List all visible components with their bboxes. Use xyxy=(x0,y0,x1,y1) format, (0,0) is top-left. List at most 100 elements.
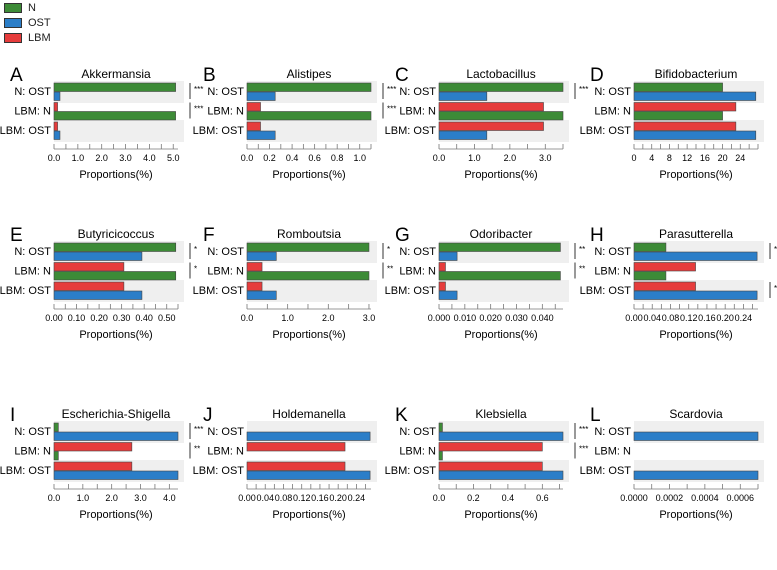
x-axis-label: Proportions(%) xyxy=(659,509,732,521)
x-tick-label: 0.00 xyxy=(625,313,643,323)
bar-ost xyxy=(53,251,143,261)
panel-letter: E xyxy=(10,225,23,246)
x-tick-label: 0.04 xyxy=(256,493,274,503)
group-label: LBM: N xyxy=(207,446,244,458)
bar-n xyxy=(53,82,176,92)
bar-ost xyxy=(53,470,179,480)
bar-lbm xyxy=(246,442,346,452)
x-tick-label: 3.0 xyxy=(134,493,147,503)
group-label: LBM: OST xyxy=(193,465,245,477)
bar-n xyxy=(438,82,564,92)
bar-lbm xyxy=(438,461,543,471)
bar-lbm xyxy=(53,121,58,131)
bar-ost xyxy=(246,91,276,101)
group-label: LBM: N xyxy=(399,446,436,458)
group-label: N: OST xyxy=(207,426,244,438)
x-tick-label: 0.40 xyxy=(135,313,153,323)
panel-d: D Bifidobacterium N: OST LBM: N LBM: OST 0 4 8 1… xyxy=(580,55,775,225)
x-axis-label: Proportions(%) xyxy=(272,169,345,181)
significance-label: ** xyxy=(579,245,585,254)
bar-n xyxy=(438,271,561,281)
bar-n xyxy=(246,111,372,121)
bar-ost xyxy=(246,130,276,140)
x-tick-label: 0.030 xyxy=(505,313,528,323)
bar-n xyxy=(438,111,564,121)
x-tick-label: 16 xyxy=(700,153,710,163)
panel-h: H Parasutterella N: OST *** LBM: N LBM: OST **… xyxy=(580,215,777,385)
bar-ost xyxy=(246,251,277,261)
panel-letter: H xyxy=(590,225,604,246)
x-tick-label: 0.0 xyxy=(433,153,446,163)
significance-label: * xyxy=(194,265,197,274)
row-band xyxy=(54,120,184,142)
group-label: LBM: N xyxy=(594,106,631,118)
group-label: N: OST xyxy=(14,426,51,438)
significance-label: ** xyxy=(774,284,777,293)
chart-svg: B Alistipes N: OST *** LBM: N *** LBM: OST 0.0 0… xyxy=(193,65,397,181)
bar-lbm xyxy=(246,121,261,131)
panel-a: A Akkermansia N: OST *** LBM: N *** LBM: OST 0.… xyxy=(0,55,203,225)
x-tick-label: 0.0 xyxy=(433,493,446,503)
x-tick-label: 0.50 xyxy=(158,313,176,323)
bar-ost xyxy=(246,470,371,480)
legend-swatch-n xyxy=(4,2,22,13)
row-band xyxy=(247,120,377,142)
bar-ost xyxy=(438,91,488,101)
chart-title: Escherichia-Shigella xyxy=(62,407,171,421)
significance-label: ** xyxy=(579,265,585,274)
x-tick-label: 0.6 xyxy=(536,493,549,503)
bar-lbm xyxy=(53,461,133,471)
bar-lbm xyxy=(633,281,696,291)
x-tick-label: 0.16 xyxy=(698,313,716,323)
x-tick-label: 20 xyxy=(718,153,728,163)
panel-j: J Holdemanella N: OST LBM: N LBM: OST 0.00 0.0… xyxy=(193,395,388,565)
group-label: LBM: OST xyxy=(385,465,437,477)
bar-n xyxy=(438,451,443,461)
bar-ost xyxy=(633,470,759,480)
panel-letter: D xyxy=(590,65,604,86)
x-tick-label: 0.0000 xyxy=(620,493,648,503)
bar-lbm xyxy=(53,281,125,291)
x-tick-label: 2.0 xyxy=(504,153,517,163)
bar-n xyxy=(53,271,177,281)
chart-title: Bifidobacterium xyxy=(655,67,738,81)
x-tick-label: 24 xyxy=(735,153,745,163)
x-tick-label: 4.0 xyxy=(163,493,176,503)
x-tick-label: 0.12 xyxy=(680,313,698,323)
x-axis-label: Proportions(%) xyxy=(659,329,732,341)
x-tick-label: 0.010 xyxy=(454,313,477,323)
x-tick-label: 0.0 xyxy=(241,313,254,323)
chart-title: Butyricicoccus xyxy=(78,227,155,241)
x-tick-label: 0.020 xyxy=(479,313,502,323)
group-label: LBM: N xyxy=(14,446,51,458)
x-tick-label: 0.10 xyxy=(68,313,86,323)
x-tick-label: 5.0 xyxy=(167,153,180,163)
chart-title: Romboutsia xyxy=(277,227,341,241)
row-band xyxy=(247,280,377,302)
bar-ost xyxy=(633,431,759,441)
x-tick-label: 0 xyxy=(631,153,636,163)
bar-lbm xyxy=(633,102,737,112)
x-tick-label: 8 xyxy=(667,153,672,163)
bar-ost xyxy=(633,251,758,261)
bar-ost xyxy=(53,91,61,101)
x-tick-label: 0.0006 xyxy=(727,493,755,503)
bar-ost xyxy=(438,251,458,261)
panel-c: C Lactobacillus N: OST *** LBM: N LBM: OST 0.0… xyxy=(385,55,589,225)
legend: N OST LBM xyxy=(4,0,51,45)
x-tick-label: 0.6 xyxy=(308,153,321,163)
bar-lbm xyxy=(438,442,543,452)
x-tick-label: 4 xyxy=(649,153,654,163)
chart-svg: I Escherichia-Shigella N: OST *** LBM: N ** LB… xyxy=(0,405,203,521)
significance-label: ** xyxy=(387,265,393,274)
significance-label: *** xyxy=(579,85,588,94)
bar-n xyxy=(53,451,59,461)
group-label: LBM: OST xyxy=(0,465,51,477)
x-tick-label: 3.0 xyxy=(119,153,132,163)
x-tick-label: 0.0002 xyxy=(656,493,684,503)
panel-letter: G xyxy=(395,225,410,246)
group-label: LBM: OST xyxy=(193,285,245,297)
x-tick-label: 0.08 xyxy=(662,313,680,323)
group-label: LBM: N xyxy=(207,106,244,118)
